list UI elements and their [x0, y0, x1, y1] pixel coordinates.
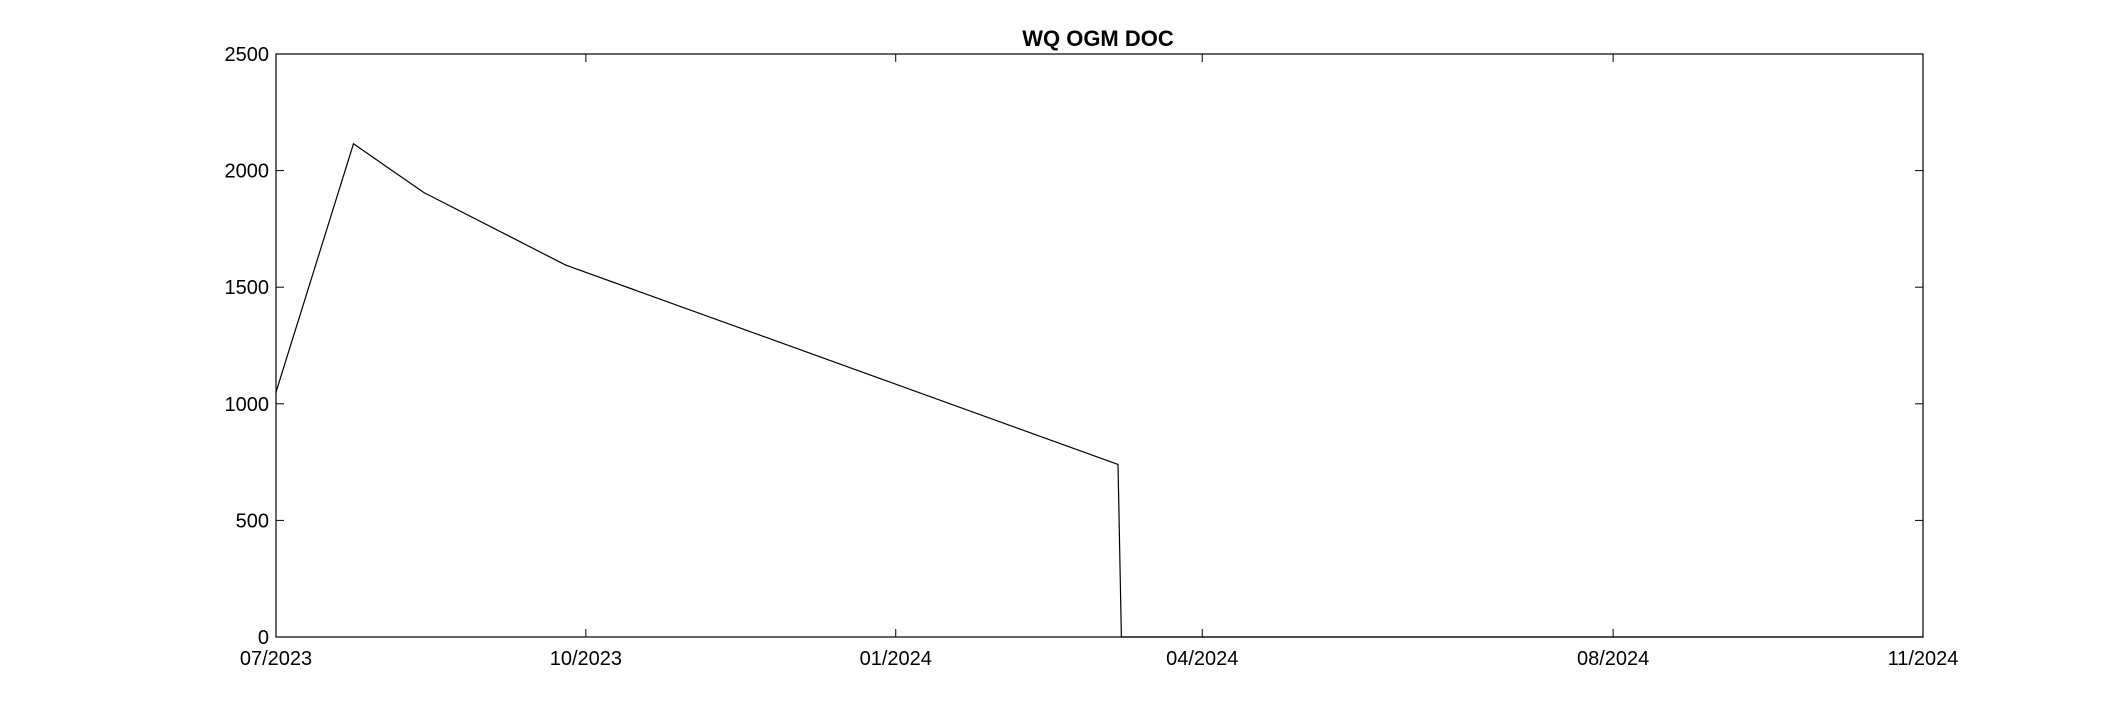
x-tick-label: 01/2024 — [860, 648, 932, 670]
data-point — [423, 192, 425, 194]
x-tick-label: 11/2024 — [1888, 648, 1959, 670]
y-tick-label: 2500 — [225, 44, 270, 66]
data-point — [565, 264, 567, 266]
x-axis: 07/2023 10/2023 01/2024 04/2024 08/2024 11/20… — [240, 54, 1959, 670]
x-tick-label: 04/2024 — [1166, 648, 1238, 670]
x-tick-label: 07/2023 — [240, 648, 312, 670]
chart-title: WQ OGM DOC — [1022, 26, 1174, 51]
y-tick-label: 1000 — [225, 394, 270, 416]
x-tick-label: 10/2023 — [550, 648, 622, 670]
x-tick-label: 08/2024 — [1577, 648, 1649, 670]
y-tick-label: 0 — [258, 627, 269, 649]
y-tick-label: 1500 — [225, 277, 270, 299]
data-point — [1117, 463, 1119, 466]
y-tick-label: 2000 — [225, 161, 270, 183]
data-point — [352, 143, 355, 145]
y-axis: 0 500 1000 1500 2000 2500 — [225, 44, 1923, 649]
y-tick-label: 500 — [236, 510, 269, 532]
plot-area — [276, 54, 1923, 637]
plot-frame — [275, 53, 1924, 638]
